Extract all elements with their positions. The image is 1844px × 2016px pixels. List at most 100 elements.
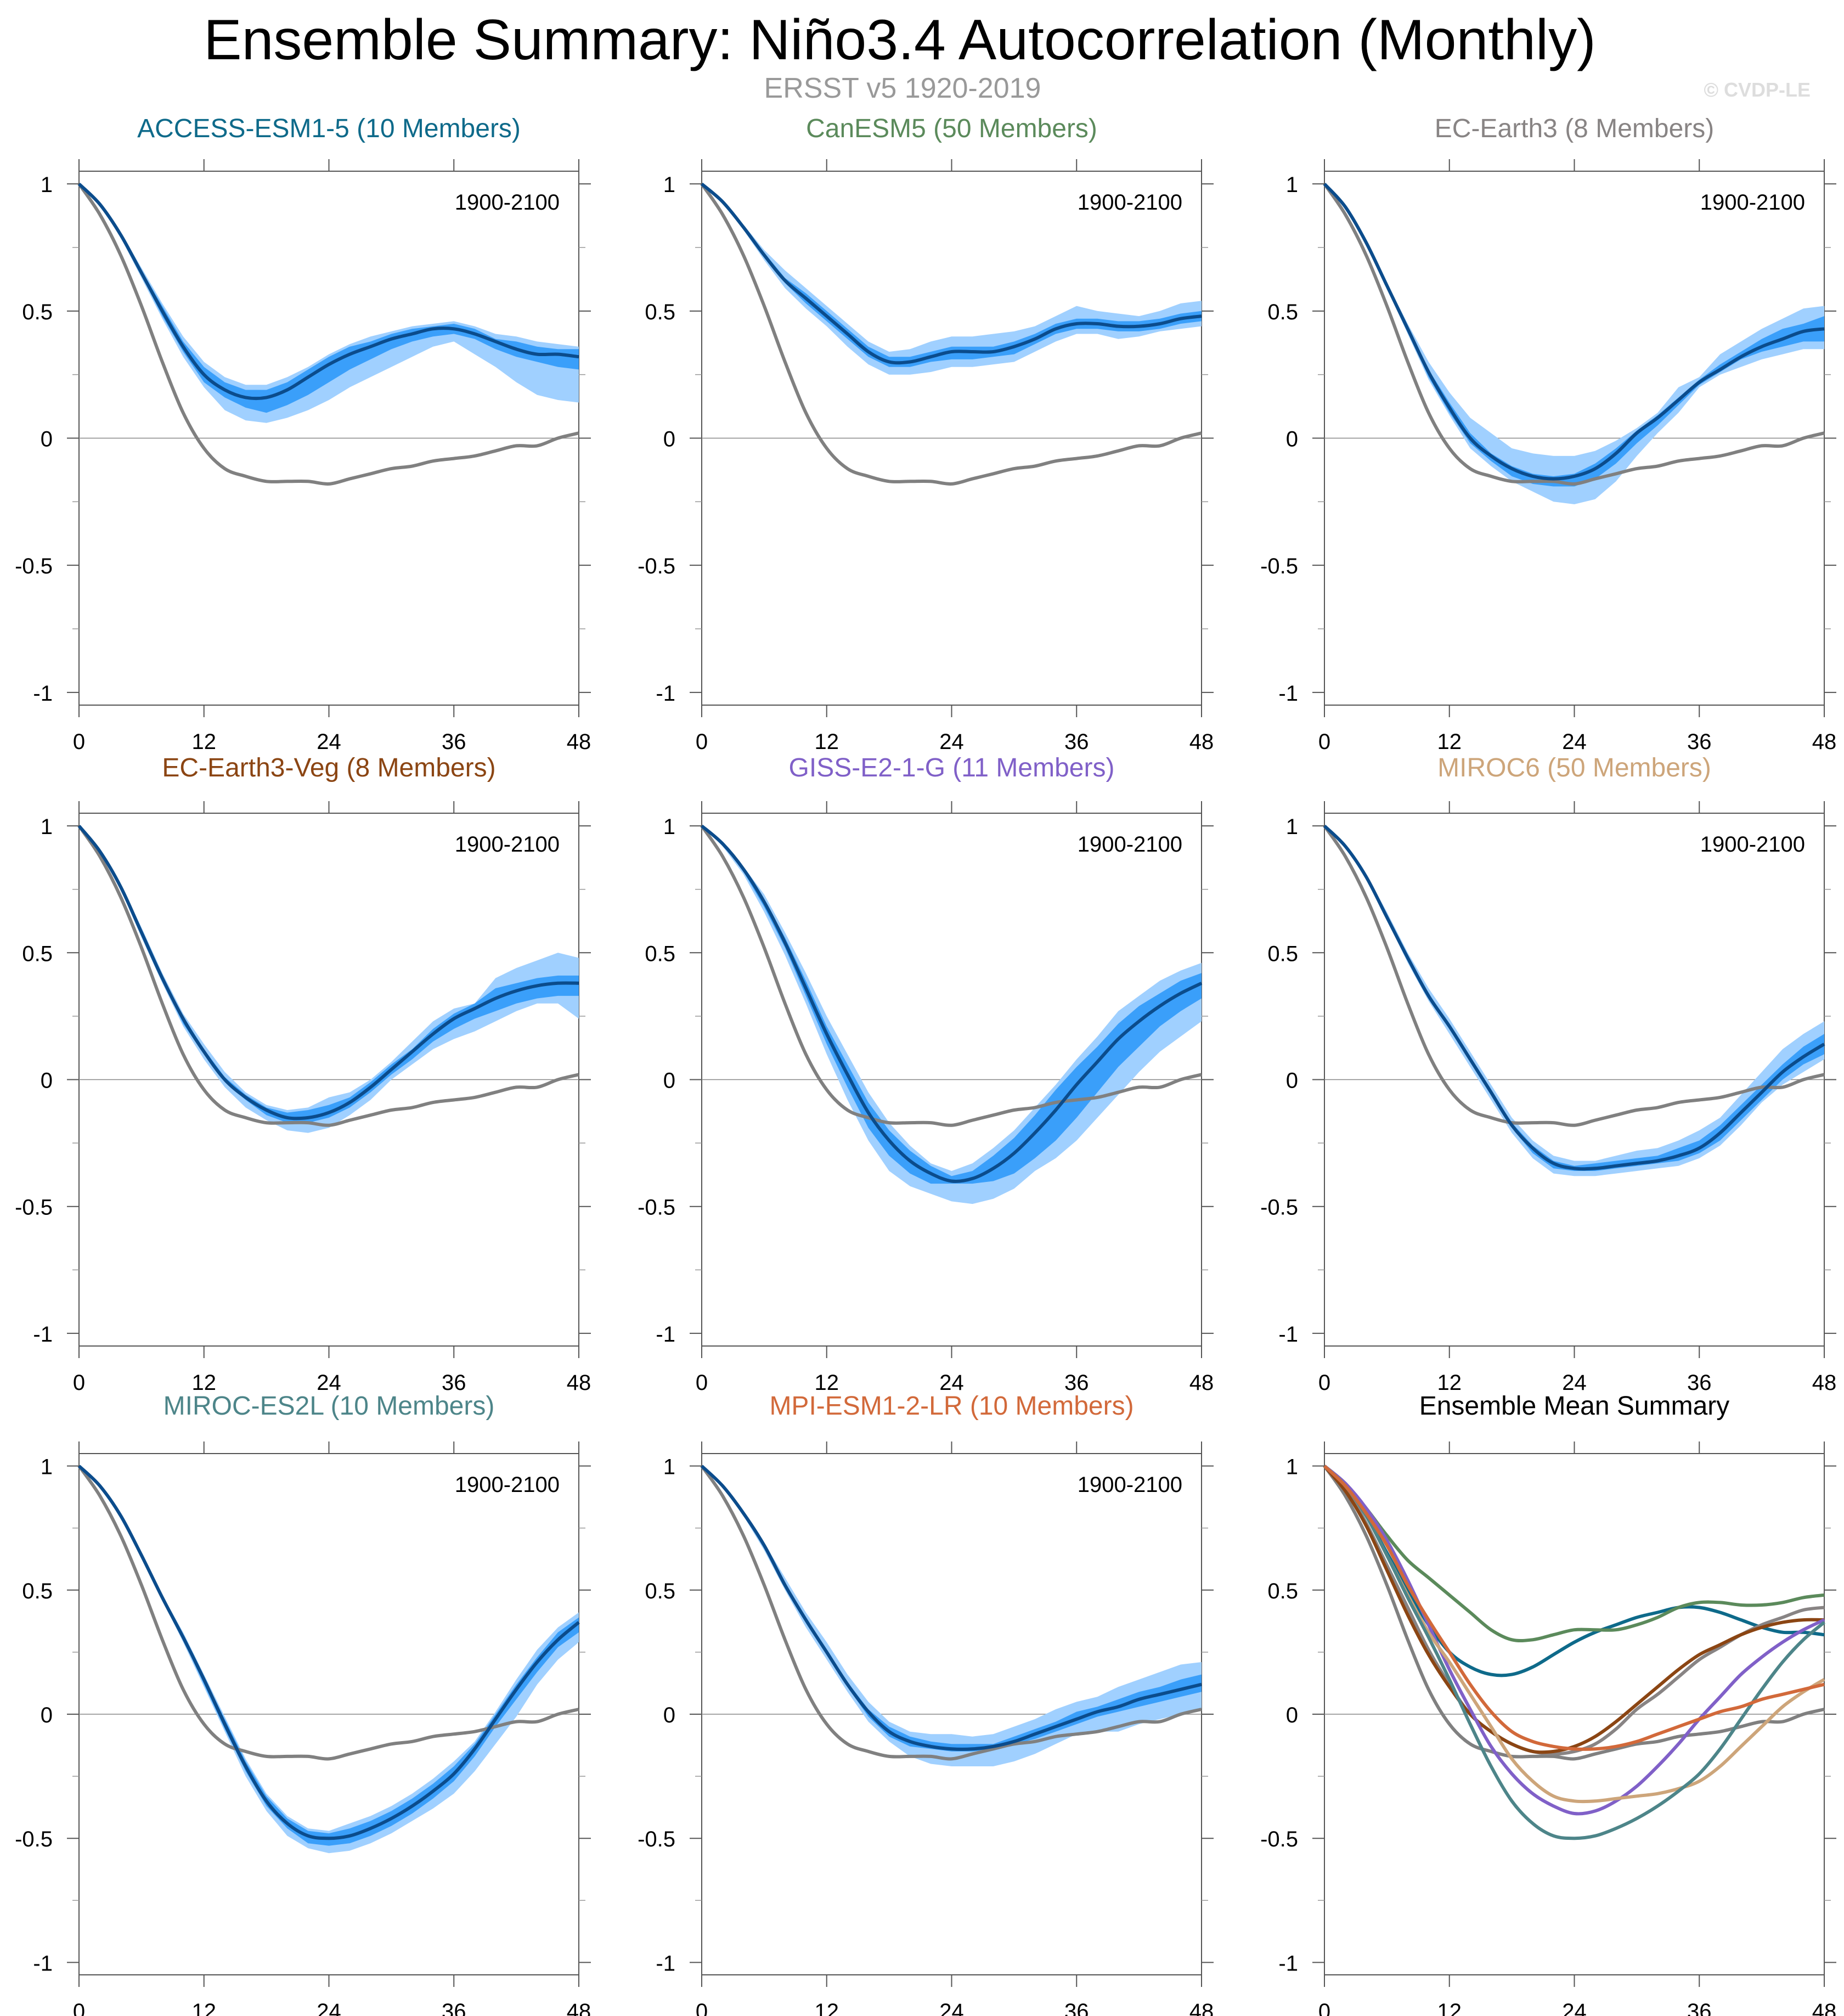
x-tick-label: 12 <box>1437 1371 1462 1395</box>
figure-title: Ensemble Summary: Niño3.4 Autocorrelatio… <box>204 8 1596 72</box>
panel-title: CanESM5 (50 Members) <box>806 114 1097 143</box>
period-label: 1900-2100 <box>1700 832 1805 857</box>
x-tick-label: 48 <box>1812 2000 1837 2016</box>
y-tick-label: 0.5 <box>1267 300 1298 324</box>
band-min-max <box>79 826 579 1133</box>
panel-title: MPI-ESM1-2-LR (10 Members) <box>769 1392 1134 1421</box>
y-tick-label: 0.5 <box>645 300 675 324</box>
y-tick-label: 0 <box>663 1703 675 1727</box>
series-line-ensemble-mean <box>1323 183 1825 481</box>
x-tick-label: 12 <box>815 730 839 754</box>
y-tick-label: -0.5 <box>638 1827 675 1851</box>
series-line-ersst-v5 <box>77 825 579 1127</box>
y-tick-label: 1 <box>663 1455 675 1479</box>
y-tick-label: -1 <box>1278 1951 1298 1975</box>
panel-giss-e2-1-g: GISS-E2-1-G (11 Members) 1900-2100 1 0.5 0 -0… <box>638 753 1214 1395</box>
panel-access-esm1-5: ACCESS-ESM1-5 (10 Members) 1900-2100 1 0.5 0… <box>15 114 591 754</box>
x-tick-label: 48 <box>1189 730 1214 754</box>
x-tick-label: 24 <box>939 730 964 754</box>
x-tick-label: 12 <box>192 1371 217 1395</box>
y-tick-label: 0.5 <box>645 1579 675 1603</box>
x-tick-label: 48 <box>1812 730 1837 754</box>
x-tick-label: 48 <box>1189 2000 1214 2016</box>
x-tick-label: 12 <box>192 730 217 754</box>
panel-title: ACCESS-ESM1-5 (10 Members) <box>137 114 521 143</box>
panel-ec-earth3: EC-Earth3 (8 Members) 1900-2100 1 0.5 0 -0.5 -… <box>1260 114 1836 754</box>
band-interquartile <box>79 184 579 413</box>
series-line-ersst-v5 <box>1323 825 1825 1127</box>
x-tick-label: 12 <box>815 1371 839 1395</box>
series-line-ersst-v5 <box>77 1465 579 1761</box>
y-tick-label: 0.5 <box>22 300 53 324</box>
series-line-ensemble-mean <box>700 1465 1202 1751</box>
band-min-max <box>702 826 1202 1204</box>
y-tick-label: 1 <box>1286 1455 1298 1479</box>
panel-miroc6: MIROC6 (50 Members) 1900-2100 1 0.5 0 -0.5 -1 0… <box>1260 753 1836 1395</box>
x-tick-label: 36 <box>1687 1371 1712 1395</box>
y-tick-label: -0.5 <box>638 1196 675 1220</box>
period-label: 1900-2100 <box>1700 190 1805 215</box>
x-tick-label: 0 <box>1318 1371 1330 1395</box>
x-tick-label: 12 <box>1437 730 1462 754</box>
period-label: 1900-2100 <box>1078 1473 1182 1497</box>
y-tick-label: 0.5 <box>22 1579 53 1603</box>
panel-title: MIROC-ES2L (10 Members) <box>163 1392 495 1421</box>
x-tick-label: 24 <box>1562 1371 1587 1395</box>
y-tick-label: 0 <box>41 1703 53 1727</box>
x-tick-label: 0 <box>696 2000 708 2016</box>
band-min-max <box>79 184 579 423</box>
panels: ACCESS-ESM1-5 (10 Members) 1900-2100 1 0.5 0… <box>15 114 1836 2016</box>
series-line-ersst-v5 <box>1323 1465 1825 1761</box>
band-interquartile <box>79 1466 579 1846</box>
period-label: 1900-2100 <box>1078 190 1182 215</box>
y-tick-label: -1 <box>656 1951 675 1975</box>
y-tick-label: -0.5 <box>1260 554 1298 578</box>
panel-ec-earth3-veg: EC-Earth3-Veg (8 Members)1900-210010.50-… <box>15 753 591 1395</box>
x-tick-label: 24 <box>939 2000 964 2016</box>
band-interquartile <box>1324 184 1824 487</box>
y-tick-label: 1 <box>41 815 53 839</box>
series-line-ersst-v5 <box>700 825 1202 1127</box>
x-tick-label: 36 <box>442 730 466 754</box>
y-tick-label: 1 <box>1286 815 1298 839</box>
panel-ensemble-mean-summary: Ensemble Mean Summary 1 0.5 0 -0.5 -1 0 12 24 36 4… <box>1260 1392 1836 2016</box>
x-tick-label: 36 <box>442 2000 466 2016</box>
band-interquartile <box>702 184 1202 367</box>
x-tick-label: 48 <box>567 1371 591 1395</box>
x-tick-label: 48 <box>1189 1371 1214 1395</box>
x-tick-label: 12 <box>1437 2000 1462 2016</box>
series-line-giss-e2-1-g <box>1323 1465 1825 1816</box>
x-tick-label: 0 <box>1318 2000 1330 2016</box>
x-tick-label: 48 <box>567 2000 591 2016</box>
figure-subtitle: ERSST v5 1920-2019 <box>764 72 1041 104</box>
x-tick-label: 0 <box>73 730 85 754</box>
band-interquartile <box>1324 826 1824 1171</box>
x-tick-label: 12 <box>192 2000 217 2016</box>
series-line-ersst-v5 <box>1323 183 1825 486</box>
panel-title: MIROC6 (50 Members) <box>1437 753 1711 782</box>
y-tick-label: -1 <box>1278 1322 1298 1347</box>
series-line-mpi-esm1-2-lr <box>1323 1465 1825 1751</box>
x-tick-label: 24 <box>317 2000 341 2016</box>
y-tick-label: -0.5 <box>638 554 675 578</box>
y-tick-label: 0 <box>1286 1703 1298 1727</box>
y-tick-label: 0 <box>41 1069 53 1093</box>
series-line-ersst-v5 <box>700 183 1202 486</box>
watermark: © CVDP-LE <box>1704 78 1811 101</box>
panel-title: Ensemble Mean Summary <box>1419 1392 1730 1421</box>
series-line-ensemble-mean <box>701 182 1202 365</box>
period-label: 1900-2100 <box>455 832 560 857</box>
panel-canesm5: CanESM5 (50 Members) 1900-2100 1 0.5 0 -0.5 -1… <box>638 114 1214 754</box>
y-tick-label: -1 <box>656 1322 675 1347</box>
series-line-miroc-es2l <box>1323 1465 1825 1840</box>
x-tick-label: 48 <box>1812 1371 1837 1395</box>
x-tick-label: 24 <box>1562 2000 1587 2016</box>
series-line-ersst-v5 <box>77 183 579 486</box>
panel-title: GISS-E2-1-G (11 Members) <box>789 753 1115 782</box>
y-tick-label: 0 <box>663 1069 675 1093</box>
y-tick-label: 0.5 <box>22 942 53 966</box>
y-tick-label: -1 <box>33 1951 53 1975</box>
period-label: 1900-2100 <box>455 1473 560 1497</box>
x-tick-label: 0 <box>1318 730 1330 754</box>
x-tick-label: 36 <box>442 1371 466 1395</box>
